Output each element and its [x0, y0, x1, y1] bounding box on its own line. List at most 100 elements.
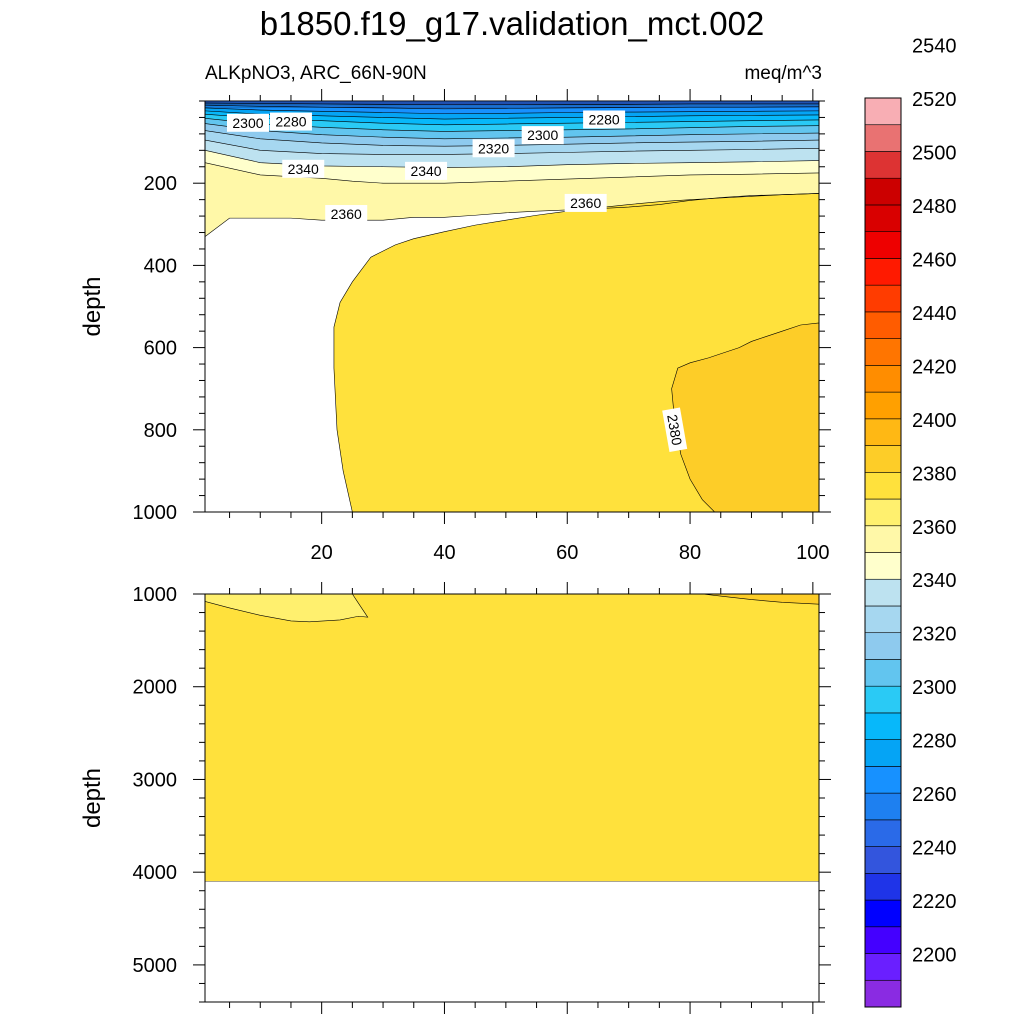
- y-tick-label: 1000: [133, 502, 178, 524]
- contour-label-box: [521, 126, 564, 145]
- contour-label-text: 2280: [275, 114, 306, 130]
- contour-line: [205, 193, 819, 237]
- y-tick-label: 600: [144, 338, 177, 360]
- colorbar-swatch: [864, 873, 902, 901]
- colorbar-swatch: [864, 525, 902, 553]
- contour-region: [671, 322, 819, 512]
- colorbar-label: 2500: [912, 142, 957, 164]
- colorbar-swatch: [864, 846, 902, 874]
- y-axis-label: depth: [79, 768, 106, 828]
- contour-label: 2380: [662, 407, 688, 453]
- colorbar-swatch: [864, 418, 902, 446]
- contour-label-box: [282, 159, 325, 178]
- colorbar-swatch: [864, 471, 902, 500]
- colorbar-swatch: [864, 258, 902, 286]
- colorbar-swatch: [864, 445, 902, 473]
- colorbar-label: 2260: [912, 784, 957, 806]
- colorbar-label: 2520: [912, 89, 957, 111]
- units-label: meq/m^3: [744, 63, 822, 84]
- y-tick-label: 4000: [133, 862, 178, 884]
- contour-label-text: 2380: [664, 413, 685, 447]
- contour-label-box: [226, 113, 269, 132]
- colorbar-swatch: [864, 899, 902, 928]
- y-tick-label: 2000: [133, 677, 178, 699]
- colorbar-swatch: [864, 97, 902, 126]
- contour-label-box: [269, 112, 312, 131]
- colorbar-swatch: [864, 151, 902, 179]
- colorbar-swatch: [864, 605, 902, 634]
- no-data-area: [205, 881, 819, 1002]
- colorbar-swatch: [864, 926, 902, 954]
- colorbar-swatch: [864, 204, 902, 232]
- plot-area: [205, 594, 819, 1002]
- variable-region-label: ALKpNO3, ARC_66N-90N: [205, 63, 427, 84]
- colorbar-swatch: [864, 953, 902, 981]
- contour-label-text: 2360: [331, 206, 362, 222]
- x-tick-label: 20: [311, 542, 333, 564]
- contour-label: 2300: [521, 126, 564, 145]
- contour-label-text: 2340: [410, 163, 441, 179]
- contour-label: 2340: [282, 159, 325, 178]
- colorbar-swatch: [864, 338, 902, 366]
- contour-line: [205, 107, 819, 115]
- colorbar-label: 2540: [912, 36, 957, 58]
- contour-label: 2360: [325, 205, 368, 224]
- colorbar-frame: [864, 97, 902, 1008]
- contour-label: 2280: [269, 112, 312, 131]
- contour-label-text: 2320: [478, 140, 509, 156]
- colorbar-label: 2340: [912, 570, 957, 592]
- contour-label-box: [325, 205, 368, 224]
- colorbar-swatch: [864, 766, 902, 794]
- contour-label-text: 2300: [527, 127, 558, 143]
- contour-label-box: [564, 193, 607, 212]
- colorbar-swatch: [864, 498, 902, 527]
- y-tick-label: 400: [144, 255, 177, 277]
- colorbar-label: 2320: [912, 624, 957, 646]
- colorbar-label: 2400: [912, 410, 957, 432]
- colorbar-swatch: [864, 685, 902, 714]
- x-tick-label: 80: [679, 542, 701, 564]
- colorbar-swatch: [864, 391, 902, 420]
- colorbar-swatch: [864, 124, 902, 152]
- colorbar-swatch: [864, 792, 902, 821]
- contour-line: [205, 123, 819, 140]
- contour-label: 2320: [472, 139, 515, 158]
- chart-title: b1850.f19_g17.validation_mct.002: [259, 5, 765, 42]
- colorbar-swatch: [864, 659, 902, 687]
- contour-region: [205, 594, 819, 882]
- y-axis-label: depth: [79, 276, 106, 336]
- upper-depth-panel: 2300 2280 2280 2300 2320 2340 2340 2360 2360 2380…: [79, 89, 831, 564]
- y-tick-label: 3000: [133, 769, 178, 791]
- colorbar-swatch: [864, 311, 902, 339]
- colorbar-swatch: [864, 365, 902, 393]
- colorbar-label: 2240: [912, 838, 957, 860]
- colorbar-label: 2480: [912, 196, 957, 218]
- colorbar-swatch: [864, 739, 902, 767]
- contour-label-box: [583, 110, 626, 129]
- plot-area: 2300 2280 2280 2300 2320 2340 2340 2360 2360 2380: [205, 101, 819, 512]
- colorbar-label: 2360: [912, 517, 957, 539]
- contour-region: [702, 594, 819, 605]
- contour-label: 2280: [583, 110, 626, 129]
- contour-label-text: 2280: [589, 111, 620, 127]
- colorbar-label: 2460: [912, 249, 957, 271]
- contour-label-text: 2300: [232, 115, 263, 131]
- contour-region: [205, 594, 369, 623]
- colorbar-swatch: [864, 231, 902, 259]
- plot-frame: [204, 100, 820, 513]
- lower-depth-panel: 1000 2000 3000 4000 5000 depth: [79, 582, 831, 1014]
- y-tick-label: 200: [144, 173, 177, 195]
- colorbar-swatch: [864, 552, 902, 580]
- contour-label-text: 2360: [570, 195, 601, 211]
- colorbar-swatch: [864, 712, 902, 740]
- contour-label-text: 2340: [288, 161, 319, 177]
- x-tick-label: 60: [556, 542, 578, 564]
- contour-label: 2300: [226, 113, 269, 132]
- colorbar-swatch: [864, 284, 902, 313]
- y-tick-label: 800: [144, 420, 177, 442]
- colorbar-swatch: [864, 632, 902, 660]
- contour-label-box: [472, 139, 515, 158]
- x-tick-label: 40: [433, 542, 455, 564]
- colorbar-label: 2380: [912, 463, 957, 485]
